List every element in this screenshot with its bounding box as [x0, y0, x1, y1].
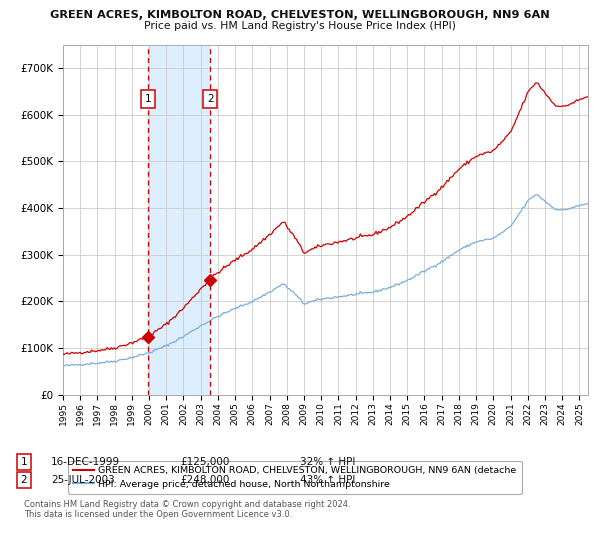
Text: 2: 2 — [207, 94, 214, 104]
Text: Contains HM Land Registry data © Crown copyright and database right 2024.
This d: Contains HM Land Registry data © Crown c… — [24, 500, 350, 519]
Text: 43% ↑ HPI: 43% ↑ HPI — [300, 475, 355, 485]
Text: GREEN ACRES, KIMBOLTON ROAD, CHELVESTON, WELLINGBOROUGH, NN9 6AN: GREEN ACRES, KIMBOLTON ROAD, CHELVESTON,… — [50, 10, 550, 20]
Text: £248,000: £248,000 — [180, 475, 229, 485]
Legend: GREEN ACRES, KIMBOLTON ROAD, CHELVESTON, WELLINGBOROUGH, NN9 6AN (detache, HPI: : GREEN ACRES, KIMBOLTON ROAD, CHELVESTON,… — [68, 461, 522, 494]
Text: 1: 1 — [20, 457, 28, 467]
Text: 32% ↑ HPI: 32% ↑ HPI — [300, 457, 355, 467]
Text: 1: 1 — [145, 94, 152, 104]
Text: 25-JUL-2003: 25-JUL-2003 — [51, 475, 115, 485]
Bar — [148, 45, 210, 395]
Text: 2: 2 — [20, 475, 28, 485]
Text: £125,000: £125,000 — [180, 457, 229, 467]
Text: 16-DEC-1999: 16-DEC-1999 — [51, 457, 120, 467]
Text: Price paid vs. HM Land Registry's House Price Index (HPI): Price paid vs. HM Land Registry's House … — [144, 21, 456, 31]
